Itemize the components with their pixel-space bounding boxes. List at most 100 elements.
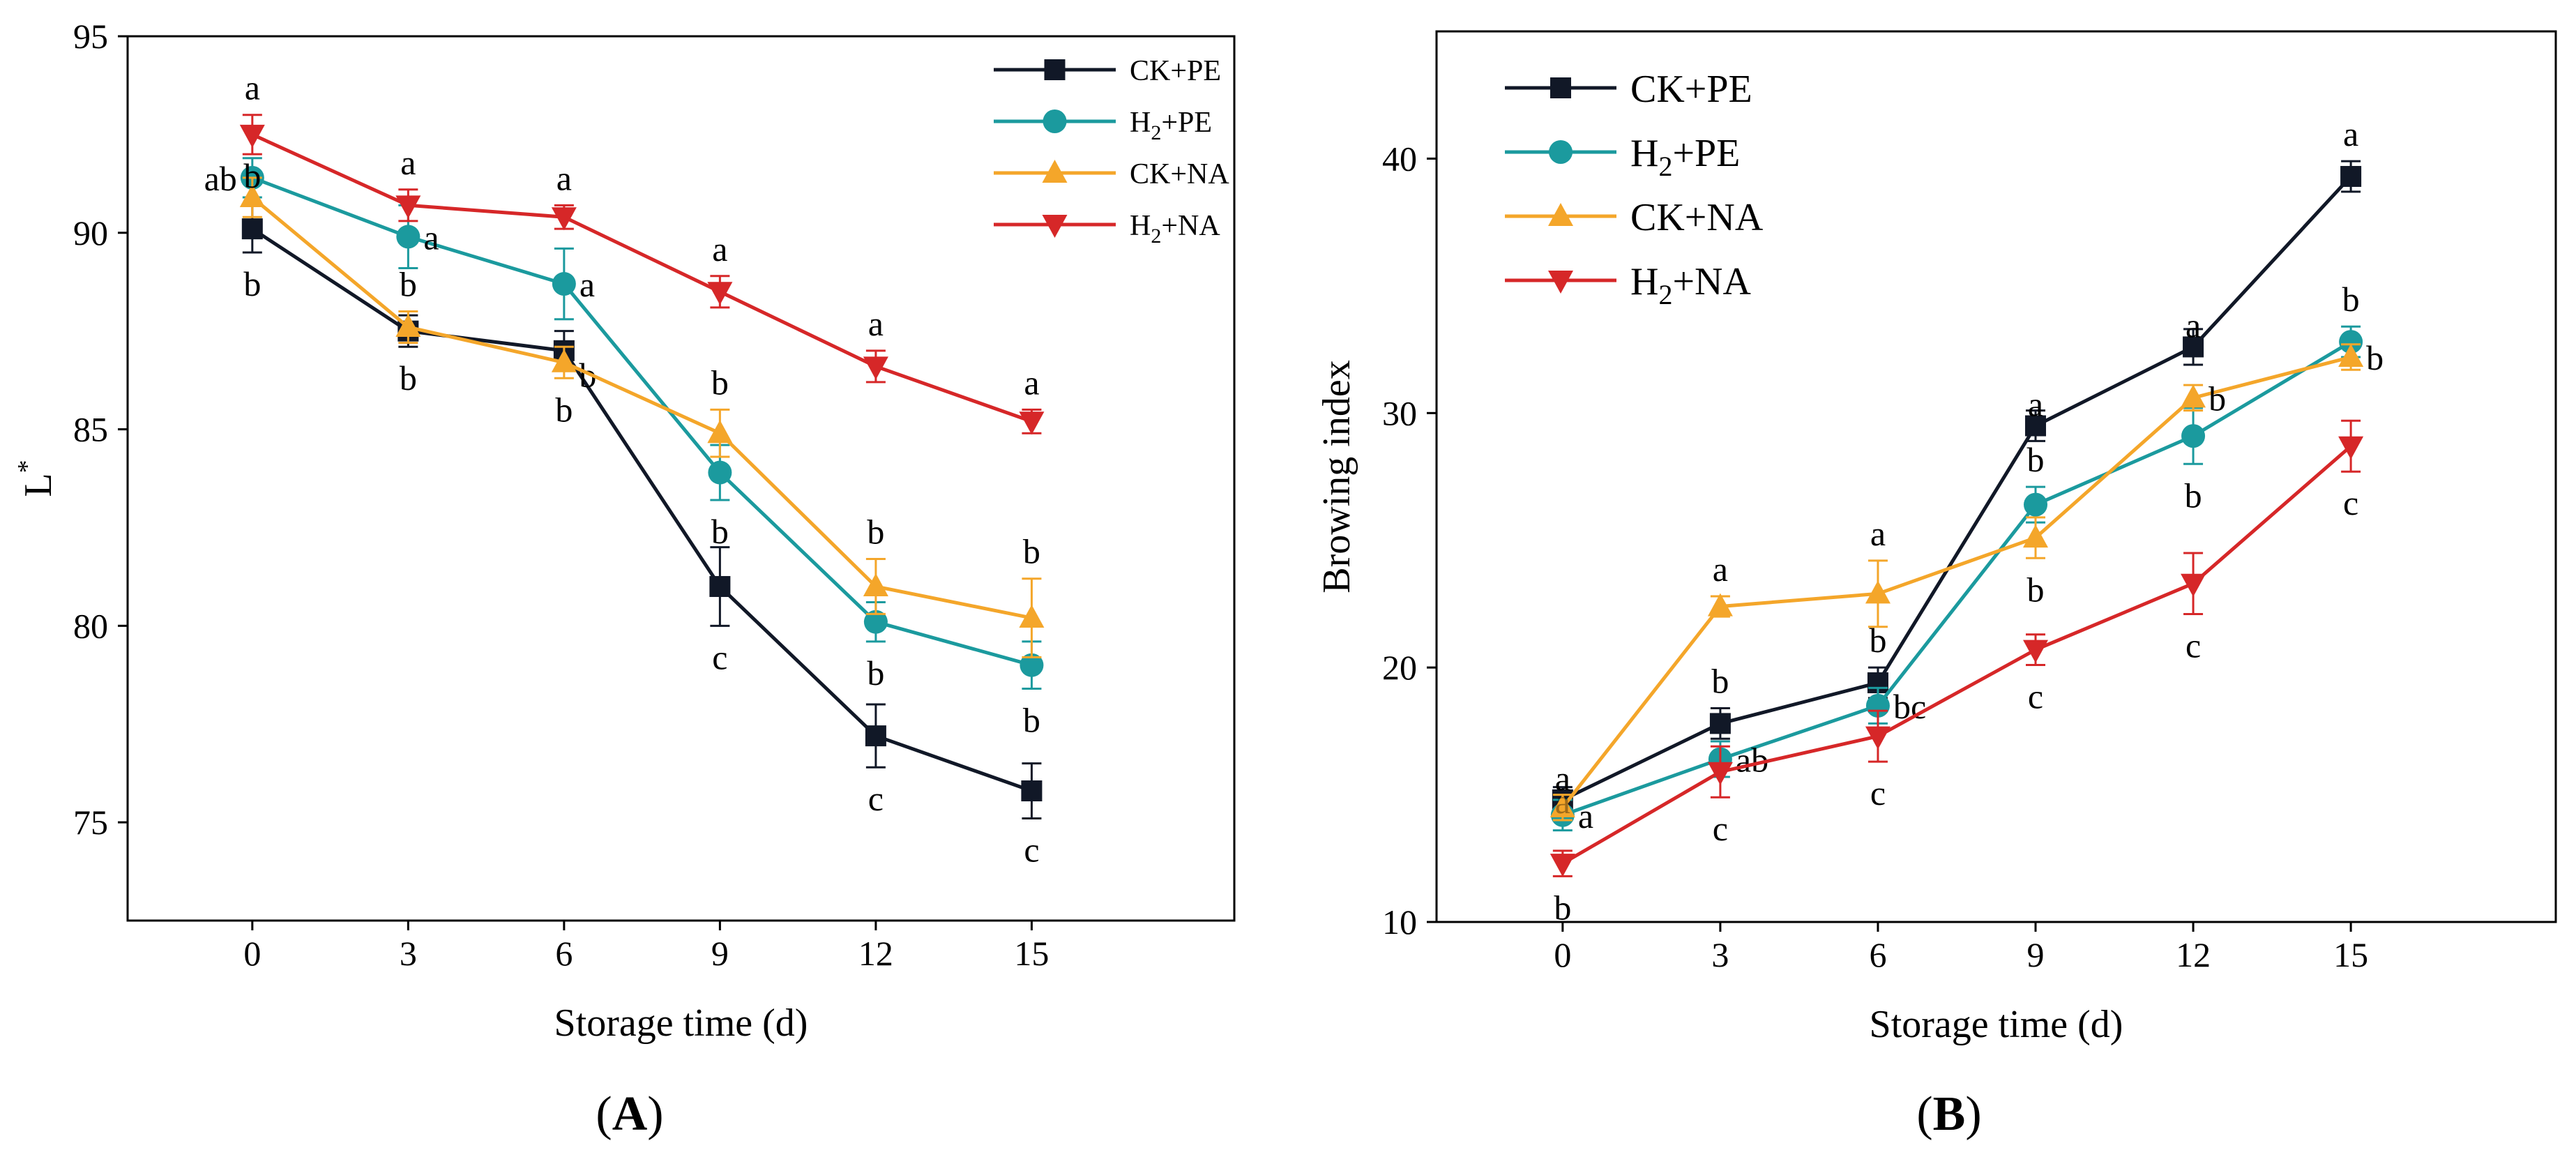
y-tick-label: 10 <box>1382 902 1417 942</box>
series-line <box>251 196 1032 620</box>
series-line <box>251 176 1033 667</box>
significance-letter: c <box>712 637 727 676</box>
data-point <box>395 195 421 219</box>
y-tick-label: 40 <box>1382 139 1417 178</box>
data-point <box>1019 605 1045 628</box>
x-tick-label: 0 <box>243 934 261 973</box>
significance-letter: b <box>867 513 884 552</box>
significance-letter: c <box>2028 676 2043 716</box>
significance-letter: b <box>2366 338 2384 377</box>
x-tick-label: 3 <box>1711 935 1729 974</box>
data-point <box>863 610 888 634</box>
legend: CK+PE H2+PE CK+NA H2+NA <box>1505 68 1764 310</box>
significance-letter: ab <box>204 159 237 198</box>
data-point <box>241 218 263 240</box>
data-point <box>552 272 576 296</box>
legend-marker <box>1549 140 1573 164</box>
significance-letter: c <box>2343 483 2358 522</box>
significance-letter: b <box>867 653 884 693</box>
series-line <box>251 227 1033 793</box>
significance-letter: a <box>712 229 727 269</box>
legend-marker <box>1548 271 1573 294</box>
data-point <box>239 184 265 208</box>
data-point <box>1865 726 1891 750</box>
significance-letter: c <box>2185 626 2201 665</box>
legend-entry-label: H2+PE <box>1630 132 1740 182</box>
series-ck-na: b b b b b b <box>239 156 1045 658</box>
significance-letter: a <box>1024 363 1039 402</box>
x-tick-label: 12 <box>858 934 893 973</box>
legend-entry-label: CK+NA <box>1630 196 1764 239</box>
legend-marker <box>1042 160 1068 183</box>
data-point <box>2340 165 2362 187</box>
data-point <box>1865 580 1891 604</box>
x-axis-title: Storage time (d) <box>1870 1003 2123 1046</box>
data-point <box>1550 794 1575 817</box>
significance-letter: a <box>400 143 416 182</box>
significance-letter: b <box>2185 476 2202 515</box>
significance-letter: a <box>2343 114 2358 153</box>
data-point <box>2181 424 2206 448</box>
panel-label: (A) <box>596 1087 663 1141</box>
data-point <box>1707 593 1733 617</box>
y-tick-label: 20 <box>1382 648 1417 687</box>
significance-letter: c <box>1024 830 1039 869</box>
significance-letter: b <box>243 264 261 303</box>
significance-letter: a <box>556 158 572 197</box>
y-tick-label: 80 <box>73 606 108 645</box>
data-point <box>865 725 886 747</box>
data-point <box>2181 573 2206 597</box>
panel-label: (B) <box>1916 1087 1981 1141</box>
data-point <box>2023 640 2049 663</box>
significance-letter: c <box>1713 809 1728 848</box>
x-tick-label: 0 <box>1554 935 1571 974</box>
legend-entry-label: H2+NA <box>1630 260 1751 310</box>
x-tick-label: 12 <box>2176 935 2211 974</box>
series-ck-pe: b b b c c c <box>241 204 1043 869</box>
data-point <box>707 282 733 305</box>
series-line <box>1561 355 2351 809</box>
legend-marker <box>1043 109 1067 133</box>
legend-entry-label: H2+PE <box>1130 107 1212 144</box>
significance-letter: b <box>400 358 417 398</box>
y-tick-label: 95 <box>73 17 108 56</box>
legend-marker <box>1044 59 1066 80</box>
data-point <box>1707 762 1733 785</box>
legend: CK+PE H2+PE CK+NA H2+NA <box>994 55 1229 248</box>
significance-letter: b <box>711 363 729 402</box>
y-axis-title: L* <box>13 460 60 497</box>
data-point <box>1019 411 1045 435</box>
series-line <box>1561 175 2352 802</box>
legend-entry-label: CK+NA <box>1130 158 1229 190</box>
legend-entry-label: CK+PE <box>1130 55 1221 87</box>
significance-letter: b <box>243 156 261 195</box>
significance-letter: a <box>2028 385 2043 424</box>
significance-letter: a <box>1870 514 1886 553</box>
x-tick-label: 6 <box>1869 935 1886 974</box>
series-line <box>251 133 1033 423</box>
data-point <box>1021 780 1043 802</box>
significance-letter: b <box>2342 280 2360 319</box>
x-tick-label: 15 <box>2333 935 2368 974</box>
data-point <box>551 207 577 231</box>
data-point <box>2024 492 2048 517</box>
x-tick-label: 15 <box>1014 934 1049 973</box>
legend-entry-label: H2+NA <box>1130 210 1220 248</box>
chart-panel-a: 0 3 6 9 12 15 75 80 85 90 95 Storage time (d) L* (A) b… <box>13 17 1236 1141</box>
significance-letter: a <box>868 304 884 343</box>
chart-panel-b: 0 3 6 9 12 15 10 20 30 40 Storage time (d) Browing … <box>1315 30 2557 1141</box>
data-point <box>2181 384 2206 408</box>
significance-letter: b <box>1711 662 1729 701</box>
data-point <box>709 575 731 597</box>
data-point <box>2339 330 2363 354</box>
plot-frame <box>126 35 1236 922</box>
legend-marker <box>1042 215 1068 238</box>
legend-entry-label: CK+PE <box>1630 68 1752 111</box>
y-tick-label: 85 <box>73 410 108 449</box>
x-tick-label: 6 <box>555 934 573 973</box>
significance-letter: ab <box>1736 740 1768 779</box>
